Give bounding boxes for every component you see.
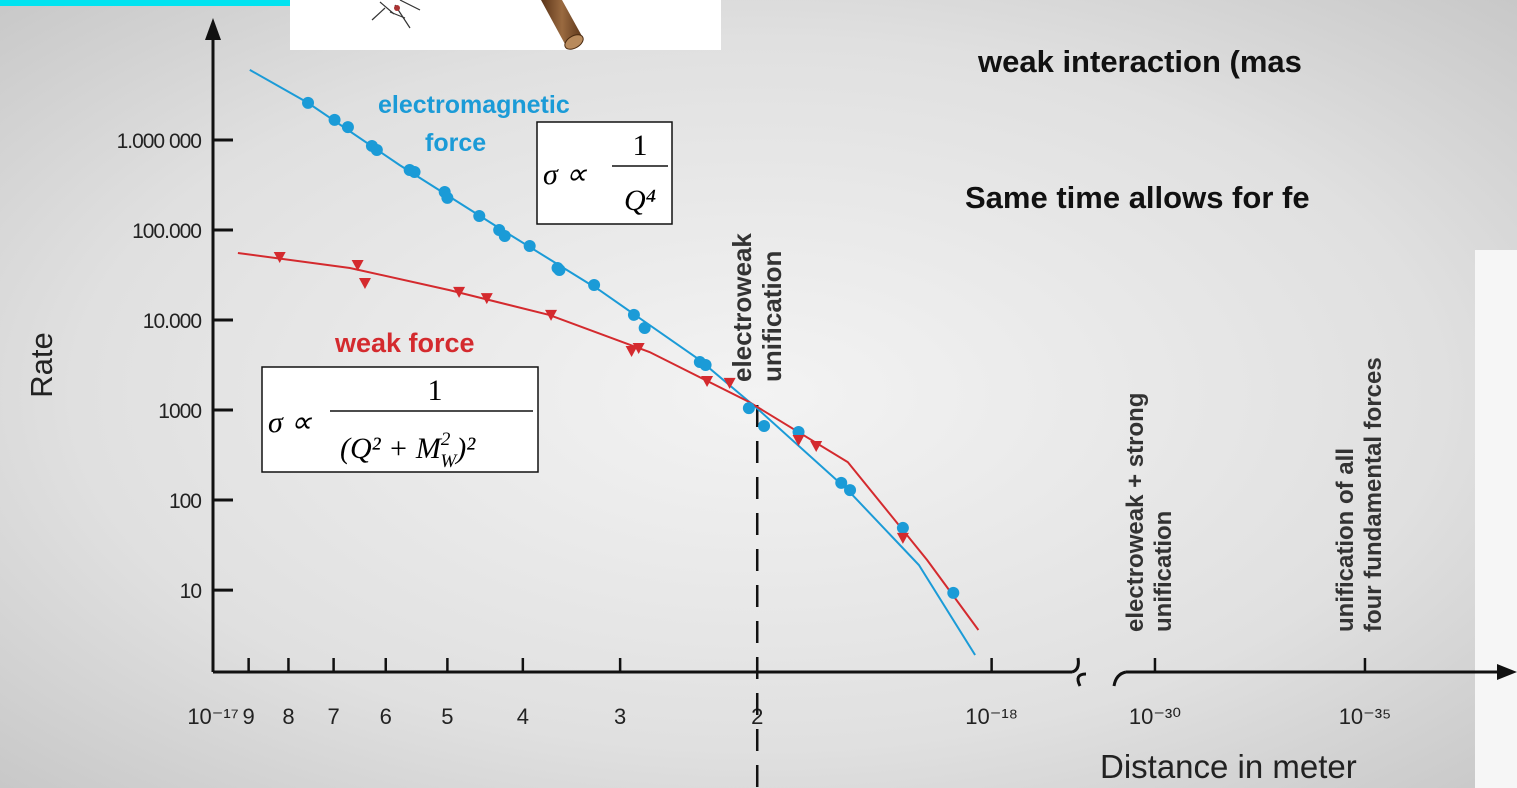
accent-bar (0, 0, 333, 6)
unification-label: electroweak (727, 233, 757, 382)
milestone-label: electroweak + strong (1122, 393, 1149, 632)
y-tick-label: 100.000 (132, 220, 201, 243)
data-point (342, 121, 354, 133)
background (0, 0, 1517, 788)
formula-text: 1 (428, 374, 443, 407)
unification-label: unification (757, 251, 787, 382)
data-point (473, 210, 485, 222)
side-panel (1475, 250, 1517, 788)
data-point (844, 484, 856, 496)
data-point (639, 322, 651, 334)
formula-text: σ ∝ (268, 406, 312, 439)
x-tick-label: 10⁻³⁰ (1129, 704, 1181, 729)
data-point (743, 402, 755, 414)
slide-text: weak interaction (mas (977, 44, 1302, 79)
x-tick-label: 10⁻³⁵ (1339, 704, 1392, 729)
slide: weak interaction (mas Same time allows f… (0, 0, 1517, 788)
formula-text: Q⁴ (624, 184, 656, 217)
data-point (758, 420, 770, 432)
data-point (499, 230, 511, 242)
x-tick-label: 8 (282, 704, 294, 729)
milestone-label: four fundamental forces (1360, 357, 1387, 632)
y-tick-label: 10.000 (143, 310, 202, 333)
x-tick-label: 10⁻¹⁸ (965, 704, 1018, 729)
data-point (897, 522, 909, 534)
x-axis-title: Distance in meter (1100, 748, 1357, 785)
annotation: electromagnetic (378, 91, 570, 119)
slide-text: Same time allows for fe (965, 180, 1310, 215)
illustration (290, 0, 721, 52)
annotation: weak force (334, 328, 475, 358)
data-point (371, 144, 383, 156)
data-point (409, 166, 421, 178)
annotation: force (425, 129, 486, 157)
formula-text: 1 (633, 129, 648, 162)
y-tick-label: 1000 (158, 400, 201, 423)
data-point (524, 240, 536, 252)
data-point (553, 264, 565, 276)
milestone-label: unification (1150, 511, 1177, 632)
formula-text: σ ∝ (543, 158, 587, 191)
data-point (588, 279, 600, 291)
x-tick-label: 10⁻¹⁷ (187, 704, 238, 729)
x-tick-label: 9 (243, 704, 255, 729)
data-point (329, 114, 341, 126)
y-tick-label: 1.000 000 (117, 130, 202, 153)
data-point (947, 587, 959, 599)
x-tick-label: 6 (380, 704, 392, 729)
data-point (441, 192, 453, 204)
y-tick-label: 100 (169, 490, 201, 513)
formula: σ ∝ 1 Q⁴ (537, 122, 672, 224)
x-tick-label: 3 (614, 704, 626, 729)
y-tick-label: 10 (180, 580, 202, 603)
milestone-label: unification of all (1332, 448, 1359, 632)
y-axis-title: Rate (24, 332, 59, 397)
x-tick-label: 7 (327, 704, 339, 729)
x-tick-label: 5 (441, 704, 453, 729)
data-point (628, 309, 640, 321)
data-point (700, 359, 712, 371)
data-point (302, 97, 314, 109)
x-tick-label: 4 (517, 704, 529, 729)
